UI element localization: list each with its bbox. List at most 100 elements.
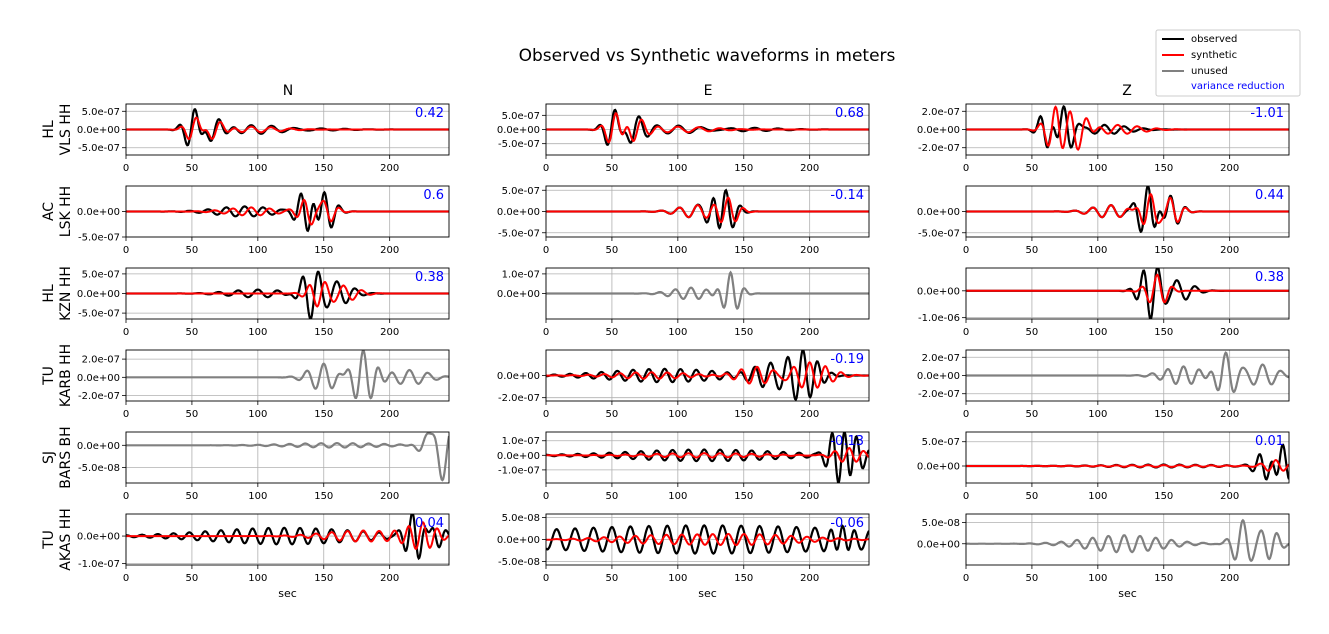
station-karb-n-unused-trace (126, 350, 449, 400)
y-tick-label: -5.0e-07 (498, 228, 540, 239)
station-kzn-e-unused-trace (546, 270, 869, 311)
x-tick-label: 0 (543, 327, 549, 338)
station-bars-n-panel: 0 50 100 150 200 0.0e+00 -5.0e-08 (77, 431, 450, 502)
x-tick-label: 0 (123, 491, 129, 502)
y-tick-label: 0.0e+00 (497, 451, 540, 462)
y-tick-label: 0.0e+00 (77, 289, 120, 300)
x-tick-label: 100 (668, 491, 687, 502)
y-tick-label: -2.0e-07 (498, 393, 540, 404)
y-tick-label: -5.0e-07 (78, 143, 120, 154)
x-tick-label: 50 (606, 327, 619, 338)
x-tick-label: 200 (800, 163, 819, 174)
station-karb-e-synthetic-trace (546, 361, 869, 389)
station-vls-n-panel: 0 50 100 150 200 5.0e-07 0.0e+00 -5.0e-07 0.42 (77, 103, 450, 174)
legend-vr-label: variance reduction (1191, 81, 1285, 92)
y-tick-label: 0.0e+00 (77, 373, 120, 384)
station-akas-e-panel: 0 50 100 150 200 5.0e-08 0.0e+00 -5.0e-08 -0.06 s… (497, 513, 870, 600)
x-tick-label: 100 (668, 163, 687, 174)
x-tick-label: 50 (606, 409, 619, 420)
y-tick-label: 0.0e+00 (917, 125, 960, 136)
x-tick-label: 150 (314, 245, 333, 256)
x-tick-label: 200 (800, 491, 819, 502)
station-lsk-z-variance-reduction: 0.44 (1255, 188, 1284, 203)
x-tick-label: 0 (543, 163, 549, 174)
legend-unused-label: unused (1191, 66, 1228, 77)
x-tick-label: 100 (1088, 163, 1107, 174)
legend-synthetic-label: synthetic (1191, 50, 1237, 61)
x-tick-label: 150 (1154, 409, 1173, 420)
x-tick-label: 50 (606, 245, 619, 256)
x-tick-label: 200 (800, 327, 819, 338)
station-bars-z-frame (965, 431, 1290, 484)
x-tick-label: 0 (543, 245, 549, 256)
y-tick-label: -2.0e-07 (78, 391, 120, 402)
station-bars-e-variance-reduction: -0.13 (830, 434, 864, 449)
x-tick-label: 150 (734, 409, 753, 420)
station-vls-e-frame (545, 103, 870, 156)
station-lsk-n-variance-reduction: 0.6 (423, 188, 444, 203)
station-vls-n-synthetic-trace (126, 116, 449, 141)
station-kzn-z-panel: 0 50 100 150 200 0.0e+00 -1.0e-06 0.38 (917, 267, 1290, 338)
station-lsk-n-synthetic-trace (126, 198, 449, 226)
station-karb-z-panel: 0 50 100 150 200 2.0e-07 0.0e+00 -2.0e-07 (917, 349, 1290, 420)
station-karb-z-frame (965, 349, 1290, 402)
y-tick-label: 5.0e-07 (82, 107, 120, 118)
x-tick-label: 200 (1220, 409, 1239, 420)
x-tick-label: 150 (314, 327, 333, 338)
y-tick-label: 0.0e+00 (917, 539, 960, 550)
station-bars-label: SJBARS BH (41, 426, 74, 488)
station-kzn-z-variance-reduction: 0.38 (1255, 270, 1284, 285)
x-tick-label: 50 (186, 245, 199, 256)
x-tick-label: 0 (963, 409, 969, 420)
station-karb-e-variance-reduction: -0.19 (830, 352, 864, 367)
x-tick-label: 0 (963, 491, 969, 502)
y-tick-label: 2.0e-07 (922, 353, 960, 364)
x-tick-label: 150 (734, 573, 753, 584)
x-tick-label: 200 (1220, 163, 1239, 174)
x-tick-label: 0 (123, 245, 129, 256)
x-tick-label: 150 (314, 163, 333, 174)
y-tick-label: -5.0e-08 (498, 557, 540, 568)
x-tick-label: 0 (543, 573, 549, 584)
station-bars-network: SJ (41, 451, 57, 464)
legend-frame (1155, 29, 1301, 97)
station-bars-code: BARS BH (58, 426, 74, 488)
y-tick-label: 2.0e-07 (82, 355, 120, 366)
station-akas-network: TU (41, 530, 57, 550)
station-akas-n-observed-trace (126, 514, 449, 561)
station-bars-z-observed-trace (966, 443, 1289, 481)
y-tick-label: 1.0e-07 (502, 436, 540, 447)
station-kzn-z-frame (965, 267, 1290, 320)
x-axis-label: sec (1118, 587, 1137, 600)
station-lsk-z-panel: 0 50 100 150 200 0.0e+00 -5.0e-07 0.44 (917, 185, 1290, 256)
x-tick-label: 50 (186, 409, 199, 420)
station-karb-e-panel: 0 50 100 150 200 0.0e+00 -2.0e-07 -0.19 (497, 349, 870, 420)
station-vls-z-observed-trace (966, 105, 1289, 149)
x-tick-label: 50 (186, 327, 199, 338)
station-lsk-e-synthetic-trace (546, 196, 869, 224)
station-lsk-n-frame (125, 185, 450, 238)
x-tick-label: 0 (543, 491, 549, 502)
x-tick-label: 150 (314, 491, 333, 502)
x-tick-label: 100 (248, 327, 267, 338)
x-tick-label: 200 (1220, 327, 1239, 338)
x-tick-label: 150 (1154, 491, 1173, 502)
y-tick-label: -5.0e-07 (78, 233, 120, 244)
station-akas-e-variance-reduction: -0.06 (830, 516, 864, 531)
y-tick-label: 0.0e+00 (917, 207, 960, 218)
x-tick-label: 50 (186, 163, 199, 174)
x-tick-label: 200 (380, 245, 399, 256)
station-lsk-e-observed-trace (546, 188, 869, 230)
station-kzn-label: HLKZN HH (41, 266, 74, 321)
y-tick-label: 0.0e+00 (497, 289, 540, 300)
x-tick-label: 150 (734, 245, 753, 256)
station-bars-e-observed-trace (546, 432, 869, 483)
x-tick-label: 0 (543, 409, 549, 420)
column-title-e: E (704, 83, 713, 99)
x-tick-label: 150 (734, 327, 753, 338)
y-tick-label: -5.0e-07 (78, 309, 120, 320)
y-tick-label: 0.0e+00 (77, 441, 120, 452)
station-lsk-z-frame (965, 185, 1290, 238)
figure-title: Observed vs Synthetic waveforms in meter… (519, 46, 896, 66)
station-lsk-e-variance-reduction: -0.14 (830, 188, 864, 203)
